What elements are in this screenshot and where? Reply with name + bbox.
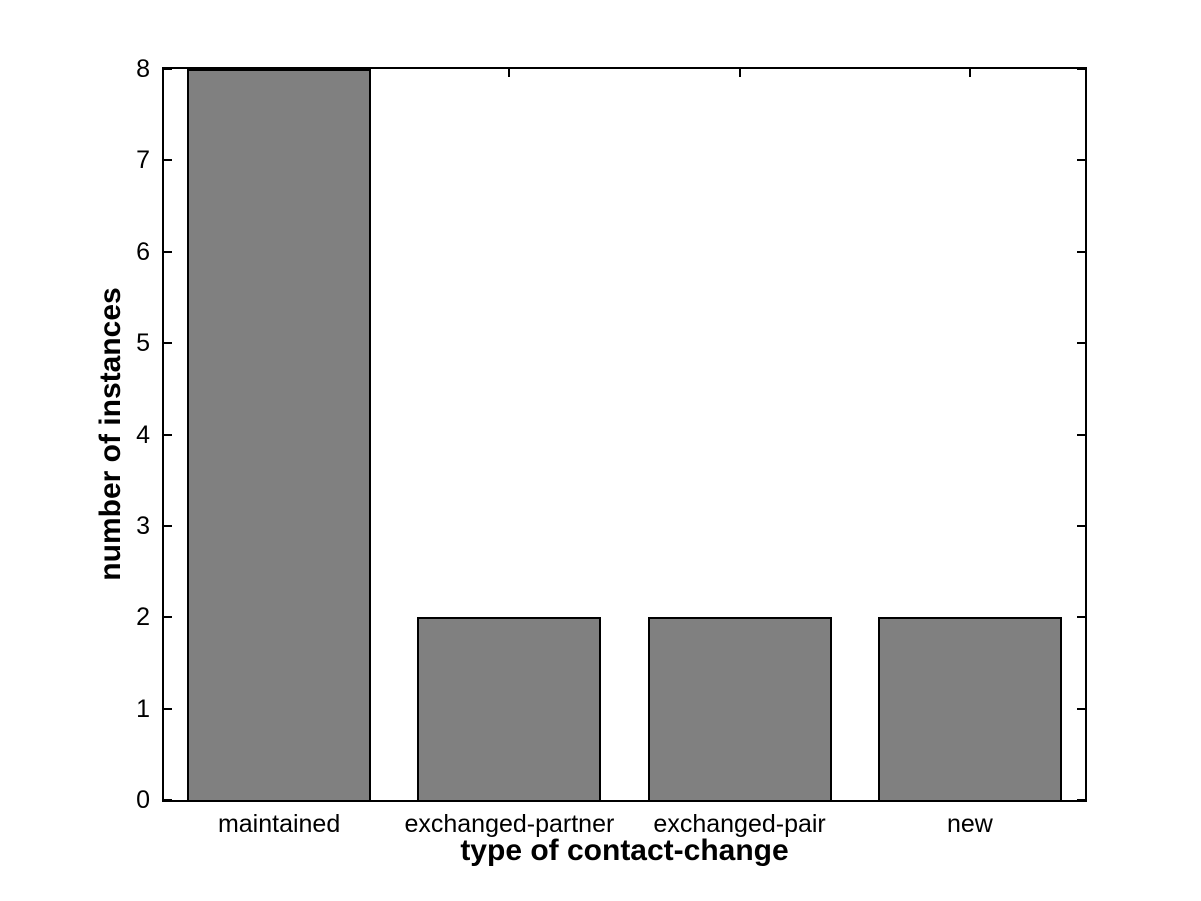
y-tick-label: 1 [136,694,150,723]
y-tick-label: 3 [136,511,150,540]
y-tick-label: 7 [136,146,150,175]
y-tick-label: 2 [136,603,150,632]
x-axis-tick [968,69,971,77]
y-axis-label: number of instances [94,287,127,581]
y-tick-label: 8 [136,55,150,83]
x-axis-tick [508,69,511,77]
x-tick-label: exchanged-partner [404,810,615,838]
y-axis-tick [164,524,172,527]
bar-maintained [187,69,372,800]
x-tick-label: exchanged-pair [653,810,826,838]
x-tick-label: new [946,810,993,838]
y-axis-tick [164,342,172,345]
x-axis-label: type of contact-change [460,834,789,867]
y-axis-tick [1077,159,1085,162]
y-axis-tick [1077,707,1085,710]
y-tick-label: 6 [136,237,150,266]
bar-new [877,617,1062,800]
y-axis-tick [1077,68,1085,70]
y-axis-tick [1077,524,1085,527]
y-axis-tick [1077,250,1085,253]
y-axis-tick [1077,342,1085,345]
y-tick-label: 0 [136,786,150,814]
bar-exchanged-partner [417,617,602,800]
y-axis-tick [1077,616,1085,619]
x-tick-label: maintained [217,810,341,838]
y-tick-label: 4 [136,420,150,449]
bar-exchanged-pair [647,617,832,800]
y-axis-tick [164,799,172,801]
plot-area [162,67,1087,802]
y-axis-tick [164,707,172,710]
y-tick-label: 5 [136,329,150,358]
y-axis-tick [164,68,172,70]
y-axis-tick [164,616,172,619]
x-axis-tick [738,69,741,77]
y-axis-tick [164,250,172,253]
y-axis-tick [164,433,172,436]
y-axis-tick [1077,433,1085,436]
y-axis-tick [164,159,172,162]
y-axis-tick [1077,799,1085,801]
